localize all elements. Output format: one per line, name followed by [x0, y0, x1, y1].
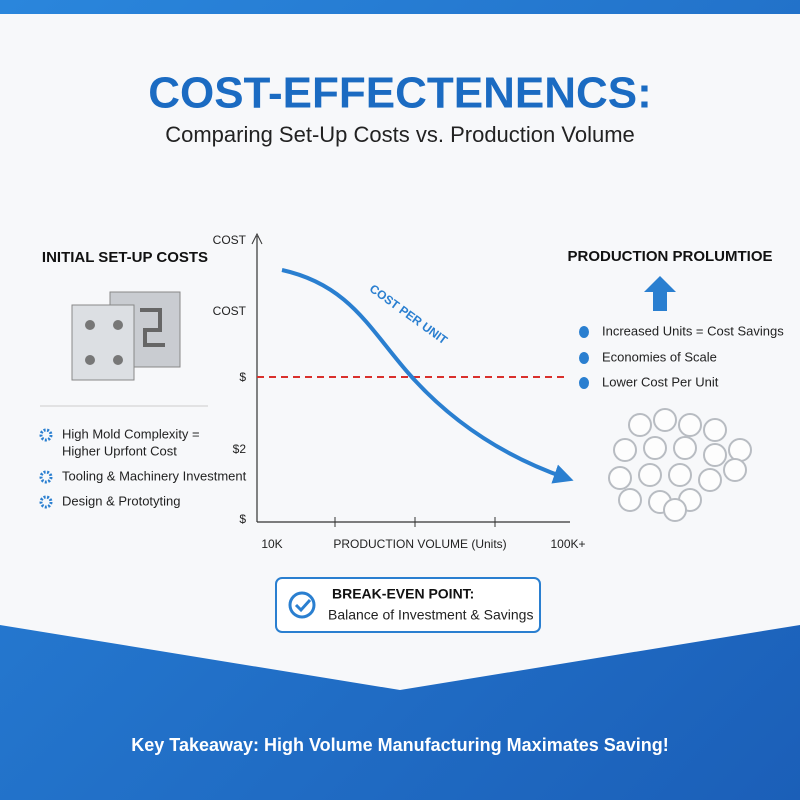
pellet [703, 443, 727, 467]
pellet [698, 468, 722, 492]
callout-text: Balance of Investment & Savings [328, 607, 533, 623]
left-item-text: Higher Uprfont Cost [62, 443, 177, 458]
x-label: 10K [261, 537, 282, 551]
callout-title: BREAK-EVEN POINT: [332, 586, 474, 602]
pellet [643, 436, 667, 460]
pellet [678, 413, 702, 437]
y-axis-arrow [251, 232, 263, 245]
card [0, 14, 800, 690]
x-label: PRODUCTION VOLUME (Units) [333, 537, 506, 551]
footer-text: Key Takeaway: High Volume Manufacturing … [131, 735, 668, 755]
y-label: $2 [233, 442, 247, 456]
pellet [618, 488, 642, 512]
pellet [673, 436, 697, 460]
pellet [668, 463, 692, 487]
y-labels: COST COST $ $2 $ [213, 233, 247, 526]
pellet [608, 466, 632, 490]
left-item-text: High Mold Complexity = [62, 426, 200, 441]
gear-icon [39, 495, 53, 509]
y-label: COST [213, 304, 247, 318]
y-label: COST [213, 233, 247, 247]
pellet [728, 438, 752, 462]
check-icon [288, 591, 316, 619]
left-item-text: Design & Prototyting [62, 493, 181, 508]
left-title: INITIAL SET-UP COSTS [42, 249, 208, 266]
pellet [613, 438, 637, 462]
stack-icon [579, 352, 589, 364]
check-mark [294, 598, 312, 613]
gear-icon [39, 428, 53, 442]
y-label: $ [239, 512, 246, 526]
left-item-text: Tooling & Machinery Investment [62, 468, 247, 483]
pellet [628, 413, 652, 437]
title: COST-EFFECTENENCS: [148, 69, 652, 118]
right-title: PRODUCTION PROLUMTIOE [568, 248, 773, 265]
stack-icon [579, 326, 589, 338]
pellet [663, 498, 687, 522]
right-item-text: Lower Cost Per Unit [602, 374, 719, 389]
up-arrow [644, 276, 676, 311]
right-items: Increased Units = Cost Savings Economies … [579, 323, 784, 389]
y-label: $ [239, 370, 246, 384]
pellet [638, 463, 662, 487]
pellets-image [608, 408, 752, 522]
pellet [703, 418, 727, 442]
callout-box [275, 577, 541, 633]
right-item-text: Economies of Scale [602, 349, 717, 364]
mold-image [71, 291, 181, 381]
pellet [723, 458, 747, 482]
gear-icon [39, 470, 53, 484]
subtitle: Comparing Set-Up Costs vs. Production Vo… [165, 122, 635, 147]
x-labels: 10K PRODUCTION VOLUME (Units) 100K+ [261, 537, 585, 551]
pellet [653, 408, 677, 432]
right-item-text: Increased Units = Cost Savings [602, 323, 784, 338]
stack-icon [579, 377, 589, 389]
x-label: 100K+ [550, 537, 585, 551]
left-items: High Mold Complexity = Higher Uprfont Cos… [39, 426, 247, 509]
cost-curve [281, 268, 574, 484]
